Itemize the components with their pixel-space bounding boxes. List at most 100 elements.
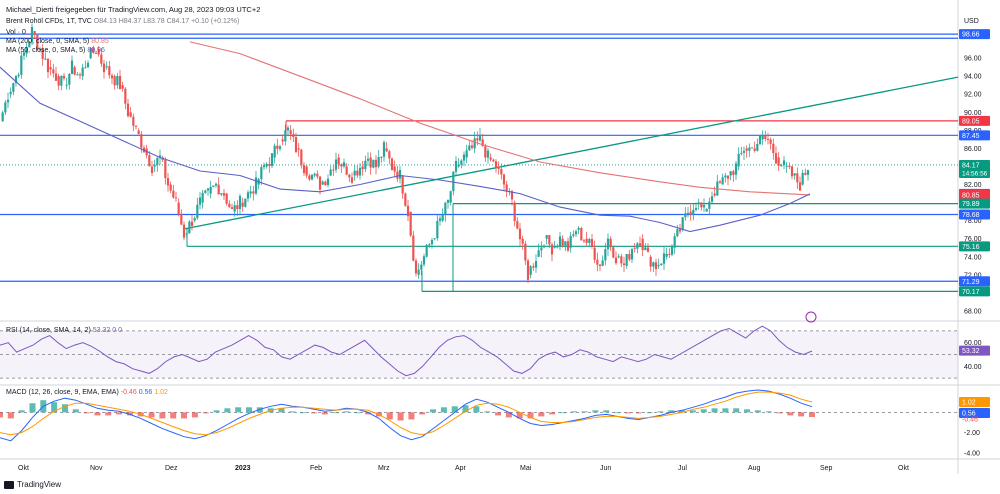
candle-body (561, 238, 564, 246)
candle-body (521, 238, 524, 244)
candle-body (166, 178, 170, 186)
macd-line-value: 0.56 (138, 389, 153, 396)
macd-histogram-bar (559, 412, 566, 414)
ma50-value: 80.96 (87, 47, 105, 54)
candle-body (726, 175, 730, 179)
rsi-value-tag (959, 345, 990, 356)
macd-value-label: 0.56 (962, 411, 976, 418)
candle-body (545, 235, 548, 239)
macd-histogram-bar (256, 407, 263, 413)
candle-body (737, 153, 740, 167)
currency-label[interactable]: USD (964, 18, 979, 25)
price-countdown-label: 14:56:56 (962, 170, 988, 177)
candle-body (670, 245, 674, 255)
candle-body (540, 247, 543, 251)
candle-body (14, 76, 18, 84)
macd-histogram-bar (516, 412, 523, 419)
macd-value-tag (959, 408, 990, 419)
candle-body (558, 236, 562, 247)
candle-body (278, 146, 282, 149)
candle-body (428, 244, 431, 246)
macd-tick-label: -4.00 (964, 450, 980, 457)
macd-histogram-bar (603, 410, 610, 413)
candle-body (534, 261, 538, 268)
price-tag-label: 84.17 (962, 162, 980, 169)
candle-body (177, 202, 180, 214)
ma50-legend[interactable]: MA (50, close, 0, SMA, 5) 80.96 (6, 47, 105, 54)
candle-body (476, 138, 479, 141)
candle-body (364, 160, 367, 170)
candle-body (692, 209, 695, 215)
candle-body (182, 224, 186, 238)
candle-body (225, 193, 228, 204)
macd-histogram-bar (332, 412, 339, 414)
macd-histogram-bar (246, 407, 253, 413)
volume-legend[interactable]: Vol · 0 (6, 29, 26, 36)
candle-body (345, 166, 348, 175)
candle-body (126, 103, 130, 117)
macd-histogram-bar (733, 408, 740, 413)
macd-histogram-bar (235, 407, 242, 413)
candle-body (318, 176, 322, 190)
price-tag (959, 209, 990, 220)
candle-body (417, 269, 420, 275)
candle-body (393, 166, 396, 172)
price-tag-label: 98.66 (962, 32, 980, 39)
candle-body (209, 186, 212, 194)
rsi-legend[interactable]: RSI (14, close, SMA, 14, 2) 53.32 0 0 (6, 327, 122, 334)
macd-histogram-bar (126, 412, 133, 416)
macd-hist-value: -0.46 (120, 389, 137, 396)
candle-body (769, 139, 772, 144)
ma200-legend[interactable]: MA (200, close, 0, SMA, 5) 80.85 (6, 38, 109, 45)
candle-body (294, 137, 298, 153)
rsi-values: 53.32 0 0 (92, 327, 122, 334)
candle-body (492, 159, 495, 162)
macd-histogram-bar (624, 412, 631, 414)
candle-body (321, 181, 324, 185)
candle-body (38, 49, 42, 51)
candle-body (172, 190, 175, 198)
price-tag-label: 89.05 (962, 118, 980, 125)
time-tick-label: Feb (310, 465, 322, 472)
candle-body (766, 138, 770, 140)
price-tick-label: 86.00 (964, 146, 982, 153)
macd-histogram-bar (354, 412, 361, 414)
candle-body (465, 150, 468, 158)
macd-histogram-bar (549, 412, 556, 415)
macd-histogram-bar (711, 408, 718, 413)
candle-body (334, 159, 338, 170)
time-tick-label: Jun (600, 465, 611, 472)
candle-body (582, 240, 586, 242)
macd-histogram-bar (94, 412, 101, 416)
candle-body (721, 177, 724, 185)
candle-body (436, 220, 439, 239)
tradingview-footer[interactable]: TradingView (4, 480, 61, 489)
candle-body (86, 62, 90, 68)
rsi-band (0, 330, 958, 379)
time-tick-label: 2023 (235, 465, 251, 472)
macd-histogram-bar (170, 412, 177, 419)
candle-body (745, 148, 748, 151)
symbol-name[interactable]: Brent Rohöl CFDs, 1T, TVC (6, 18, 92, 25)
macd-legend[interactable]: MACD (12, 26, close, 9, EMA, EMA) -0.46 … (6, 389, 168, 396)
candle-body (244, 198, 247, 207)
candle-body (238, 196, 242, 209)
candle-body (41, 49, 44, 59)
candle-body (270, 153, 274, 166)
candle-body (118, 76, 122, 89)
candle-body (750, 147, 754, 149)
macd-histogram-bar (722, 408, 729, 413)
candle-body (785, 165, 788, 167)
candle-body (196, 204, 199, 218)
candle-body (300, 149, 303, 166)
macd-histogram-bar (51, 402, 58, 413)
symbol-info[interactable]: Brent Rohöl CFDs, 1T, TVC O84.13 H84.37 … (6, 18, 239, 25)
candle-body (774, 153, 778, 164)
candle-body (542, 245, 546, 248)
macd-histogram-bar (321, 412, 328, 415)
price-tag (959, 115, 990, 126)
candle-body (513, 202, 516, 222)
candle-body (614, 257, 618, 264)
candle-body (473, 138, 476, 149)
